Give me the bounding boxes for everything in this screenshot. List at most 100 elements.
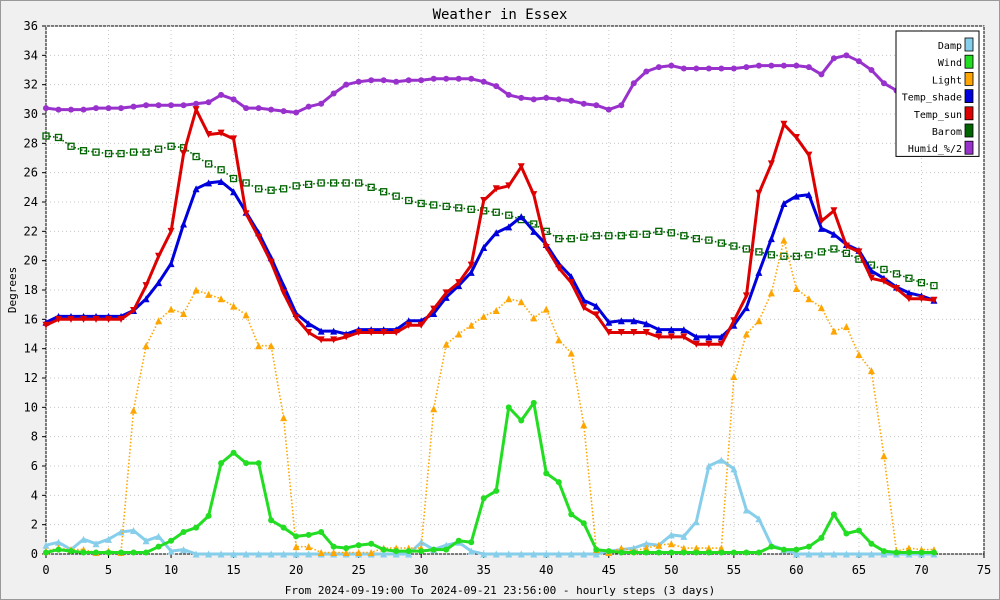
temp-shade-point — [217, 177, 225, 185]
temp-sun-point — [805, 151, 813, 159]
temp-sun-point — [842, 242, 850, 250]
wind-point — [543, 470, 550, 477]
humid-2-point — [318, 100, 325, 107]
temp-sun-point — [205, 131, 213, 139]
damp-point — [492, 550, 500, 558]
barom-point — [530, 220, 538, 228]
legend-label-humid-2: Humid_%/2 — [908, 144, 962, 155]
barom-point — [467, 205, 475, 213]
temp-shade-point — [592, 302, 600, 310]
temp-sun-point — [317, 336, 325, 344]
wind-point — [130, 549, 137, 556]
temp-sun-point — [255, 233, 263, 241]
wind-point — [668, 549, 675, 556]
humid-2-point — [830, 55, 837, 62]
y-tick-label: 0 — [31, 547, 38, 561]
y-tick-label: 24 — [24, 195, 38, 209]
temp-sun-point — [817, 217, 825, 225]
damp-point — [517, 550, 525, 558]
light-point — [505, 295, 513, 303]
barom-point — [267, 186, 275, 194]
damp-point — [180, 546, 188, 554]
damp-point — [805, 550, 813, 558]
barom-line — [45, 135, 935, 287]
damp-point — [142, 537, 150, 545]
humid-2-point — [230, 96, 237, 103]
damp-point — [580, 550, 588, 558]
wind-point — [780, 546, 787, 553]
light-point — [467, 321, 475, 329]
temp-shade-point — [905, 289, 913, 297]
y-tick-label: 22 — [24, 224, 38, 238]
wind-point — [505, 404, 512, 411]
damp-point — [255, 550, 263, 558]
wind-point — [618, 549, 625, 556]
damp-point — [730, 465, 738, 473]
humid-2-point — [93, 105, 100, 112]
temp-sun-point — [730, 317, 738, 325]
series-barom — [42, 132, 938, 290]
damp-point — [855, 550, 863, 558]
series-wind — [43, 399, 937, 556]
humid-2-point — [355, 78, 362, 85]
light-point — [767, 289, 775, 297]
x-tick-label: 75 — [977, 563, 991, 577]
y-tick-label: 32 — [24, 78, 38, 92]
light-point — [455, 330, 463, 338]
humid-2-point — [543, 94, 550, 101]
temp-sun-point — [392, 329, 400, 337]
barom-point — [317, 179, 325, 187]
damp-point — [567, 550, 575, 558]
damp-point — [105, 535, 113, 543]
damp-point — [530, 550, 538, 558]
grid — [45, 25, 985, 555]
humid-2-point — [518, 94, 525, 101]
series-humid-2 — [43, 52, 937, 116]
temp-sun-point — [480, 197, 488, 205]
humid-2-point — [130, 103, 137, 110]
humid-2-point — [55, 106, 62, 113]
humid-2-point — [430, 75, 437, 82]
y-tick-label: 16 — [24, 312, 38, 326]
barom-point — [617, 232, 625, 240]
light-point — [355, 549, 363, 557]
humid-2-point — [668, 62, 675, 69]
wind-point — [255, 460, 262, 467]
y-tick-label: 30 — [24, 107, 38, 121]
wind-point — [380, 546, 387, 553]
barom-point — [292, 182, 300, 190]
temp-shade-point — [742, 304, 750, 312]
temp-sun-point — [380, 329, 388, 337]
barom-point — [817, 248, 826, 256]
wind-point — [105, 549, 112, 556]
temp-shade-point — [305, 320, 313, 328]
wind-point — [480, 495, 487, 502]
wind-point — [155, 543, 162, 550]
temp-sun-point — [230, 135, 238, 143]
temp-sun-point — [467, 261, 475, 269]
wind-point — [843, 530, 850, 537]
y-tick-label: 26 — [24, 166, 38, 180]
temp-sun-point — [517, 163, 525, 171]
temp-sun-point — [442, 289, 450, 297]
wind-point — [168, 537, 175, 544]
y-tick-label: 18 — [24, 283, 38, 297]
wind-point — [555, 479, 562, 486]
x-tick-label: 15 — [226, 563, 240, 577]
wind-point — [68, 548, 75, 555]
temp-sun-point — [455, 279, 463, 287]
temp-sun-point — [755, 189, 763, 197]
light-point — [567, 349, 575, 357]
barom-point — [767, 251, 776, 259]
temp-sun-point — [892, 285, 900, 293]
temp-shade-point — [230, 188, 238, 196]
legend-swatch-wind — [964, 54, 974, 69]
temp-sun-point — [655, 333, 663, 341]
barom-point — [417, 199, 425, 208]
temp-sun-line — [45, 108, 935, 346]
barom-point — [104, 149, 113, 158]
temp-shade-point — [680, 326, 688, 334]
light-point — [230, 302, 238, 310]
wind-point — [693, 549, 700, 556]
wind-point — [193, 524, 200, 531]
